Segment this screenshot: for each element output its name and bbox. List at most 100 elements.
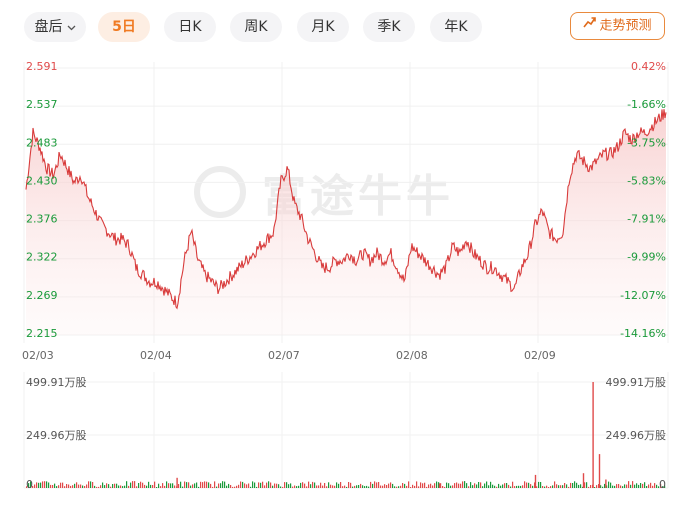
volume-bar	[242, 481, 244, 488]
volume-bar	[286, 482, 288, 488]
volume-bar	[322, 485, 324, 488]
volume-bar	[638, 484, 640, 488]
volume-bar	[586, 482, 588, 488]
volume-bar	[584, 482, 586, 488]
price-axis-left: 2.591 2.537 2.483 2.430 2.376 2.322 2.269 2.215	[26, 60, 58, 340]
tab-5day[interactable]: 5日	[98, 12, 150, 42]
volume-bar	[488, 485, 490, 488]
volume-bar	[262, 481, 264, 488]
volume-bar	[82, 485, 84, 488]
volume-bar	[58, 485, 60, 488]
volume-bar	[384, 484, 386, 488]
volume-bar	[516, 485, 518, 488]
volume-bar	[98, 486, 100, 488]
volume-bar	[630, 484, 632, 488]
volume-bar	[318, 485, 320, 488]
volume-bar	[26, 486, 28, 488]
price-tick-label: 2.591	[26, 60, 58, 73]
volume-bar	[312, 481, 314, 488]
volume-bar	[62, 482, 64, 488]
volume-bar	[310, 484, 312, 488]
volume-bar	[66, 484, 68, 488]
tab-label: 盘后	[34, 19, 63, 35]
tab-label: 年K	[444, 19, 468, 35]
volume-bar	[296, 486, 298, 488]
price-tick-label: 2.483	[26, 136, 58, 149]
volume-bar	[288, 484, 290, 488]
volume-bar	[244, 483, 246, 488]
volume-bar	[470, 482, 472, 488]
volume-bar	[522, 485, 524, 488]
volume-bar	[68, 484, 70, 488]
volume-bar	[368, 486, 370, 488]
volume-bar	[444, 486, 446, 488]
tab-quarterly-k[interactable]: 季K	[363, 12, 415, 42]
volume-bar	[30, 481, 32, 488]
volume-bar	[176, 477, 178, 488]
volume-bar	[648, 484, 650, 488]
volume-bar	[478, 482, 480, 488]
tab-yearly-k[interactable]: 年K	[430, 12, 482, 42]
date-tick-label: 02/09	[524, 349, 556, 362]
volume-bar	[102, 482, 104, 488]
volume-bar	[552, 485, 554, 488]
volume-bar	[500, 485, 502, 488]
volume-bar	[628, 481, 630, 488]
volume-bar	[544, 486, 546, 488]
trend-predict-button[interactable]: 走势预测	[570, 12, 665, 40]
volume-bar	[154, 481, 156, 488]
volume-bar	[276, 483, 278, 488]
tab-after-hours[interactable]: 盘后	[24, 12, 86, 42]
volume-bar	[52, 485, 54, 488]
volume-bar	[60, 482, 62, 488]
volume-bar	[548, 487, 550, 488]
volume-bar	[116, 483, 118, 488]
volume-bar	[590, 485, 592, 488]
volume-bar	[420, 482, 422, 488]
volume-bar	[44, 481, 46, 488]
volume-bar	[198, 486, 200, 488]
tab-weekly-k[interactable]: 周K	[230, 12, 282, 42]
volume-bar	[146, 485, 148, 488]
tab-monthly-k[interactable]: 月K	[297, 12, 349, 42]
volume-bar	[578, 484, 580, 488]
volume-bar	[80, 484, 82, 488]
volume-bar	[540, 482, 542, 488]
volume-bar	[108, 484, 110, 488]
volume-bar	[416, 481, 418, 488]
volume-bar	[268, 481, 270, 488]
tab-daily-k[interactable]: 日K	[164, 12, 216, 42]
volume-bar	[260, 482, 262, 488]
volume-bar	[300, 482, 302, 488]
volume-bar	[192, 484, 194, 488]
volume-tick-label-right: 0	[659, 478, 666, 491]
volume-bar	[374, 481, 376, 488]
volume-bar	[220, 483, 222, 488]
tab-label: 5日	[112, 19, 136, 35]
percent-tick-label: 0.42%	[631, 60, 666, 73]
volume-bar	[350, 482, 352, 488]
volume-tick-label-left: 499.91万股	[26, 376, 87, 389]
volume-bar	[432, 485, 434, 488]
volume-bar	[634, 484, 636, 488]
volume-bar	[184, 481, 186, 488]
volume-bar	[404, 483, 406, 488]
volume-bar	[414, 485, 416, 488]
volume-bar	[410, 487, 412, 488]
volume-bar	[452, 485, 454, 488]
volume-bar	[100, 485, 102, 488]
percent-tick-label: -1.66%	[627, 98, 666, 111]
volume-bar	[442, 486, 444, 488]
volume-bar	[446, 482, 448, 488]
volume-bar	[426, 486, 428, 488]
volume-bar	[364, 486, 366, 488]
volume-bar	[316, 485, 318, 488]
volume-bar	[338, 483, 340, 488]
volume-bar	[598, 484, 600, 488]
volume-bar	[514, 486, 516, 488]
volume-bar	[292, 486, 294, 488]
volume-bar	[170, 483, 172, 488]
volume-bar	[54, 483, 56, 488]
price-tick-label: 2.269	[26, 289, 58, 302]
volume-bar	[490, 481, 492, 488]
